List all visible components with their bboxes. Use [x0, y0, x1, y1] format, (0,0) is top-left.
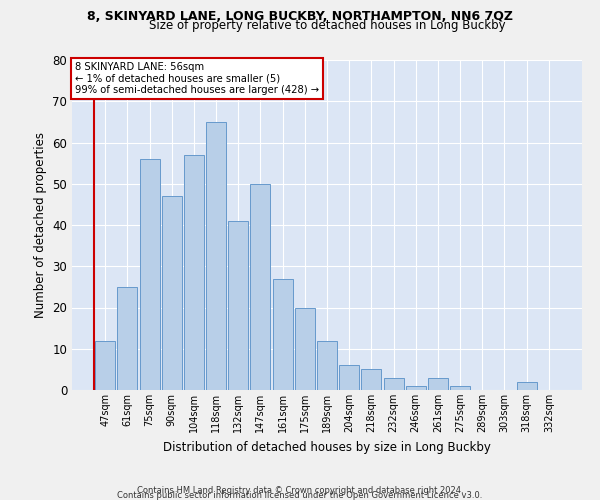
Bar — [162, 196, 182, 390]
Bar — [406, 386, 426, 390]
Text: Contains public sector information licensed under the Open Government Licence v3: Contains public sector information licen… — [118, 491, 482, 500]
Text: Contains HM Land Registry data © Crown copyright and database right 2024.: Contains HM Land Registry data © Crown c… — [137, 486, 463, 495]
Bar — [339, 365, 359, 390]
Bar — [383, 378, 404, 390]
Bar — [361, 370, 382, 390]
Bar — [517, 382, 536, 390]
Bar — [206, 122, 226, 390]
Bar — [228, 221, 248, 390]
Title: Size of property relative to detached houses in Long Buckby: Size of property relative to detached ho… — [149, 20, 505, 32]
Bar — [295, 308, 315, 390]
Bar — [250, 184, 271, 390]
Bar — [428, 378, 448, 390]
Bar — [317, 340, 337, 390]
Bar — [450, 386, 470, 390]
Bar — [140, 159, 160, 390]
Bar — [184, 155, 204, 390]
Y-axis label: Number of detached properties: Number of detached properties — [34, 132, 47, 318]
Text: 8, SKINYARD LANE, LONG BUCKBY, NORTHAMPTON, NN6 7QZ: 8, SKINYARD LANE, LONG BUCKBY, NORTHAMPT… — [87, 10, 513, 23]
Bar — [95, 340, 115, 390]
Bar — [272, 278, 293, 390]
Text: 8 SKINYARD LANE: 56sqm
← 1% of detached houses are smaller (5)
99% of semi-detac: 8 SKINYARD LANE: 56sqm ← 1% of detached … — [74, 62, 319, 95]
X-axis label: Distribution of detached houses by size in Long Buckby: Distribution of detached houses by size … — [163, 440, 491, 454]
Bar — [118, 287, 137, 390]
